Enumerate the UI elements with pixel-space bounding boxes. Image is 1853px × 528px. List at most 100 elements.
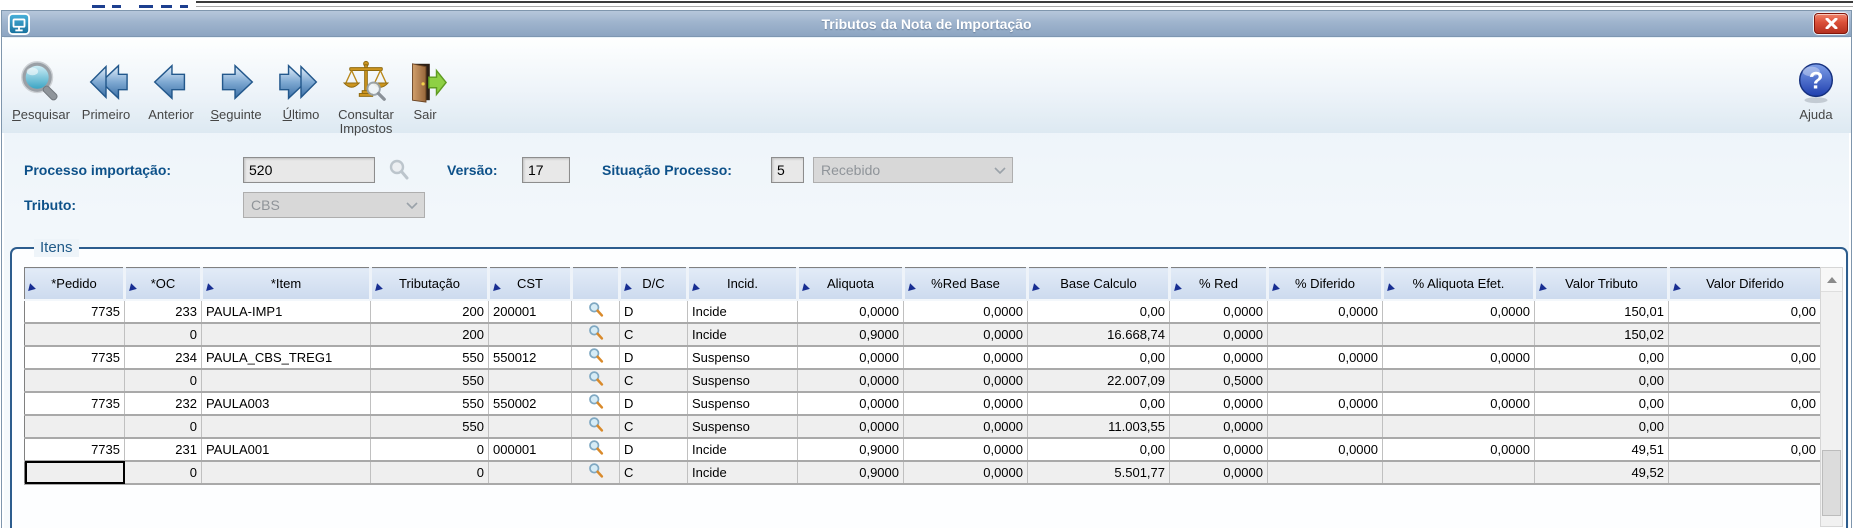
grid-cell[interactable] [488,414,572,439]
table-row[interactable]: 7735 234 PAULA_CBS_TREG1 550 550012 D Suspenso… [24,345,1821,370]
grid-cell[interactable]: 0,00 [1534,414,1669,439]
grid-cell[interactable]: 0,0000 [797,414,904,439]
column-header[interactable]: *Item [201,267,372,301]
grid-cell[interactable]: 49,52 [1534,460,1669,485]
grid-cell[interactable] [1267,460,1383,485]
grid-cell[interactable]: 0,0000 [1169,414,1268,439]
column-header[interactable]: *Pedido [24,267,126,301]
grid-cell[interactable]: C [619,414,688,439]
grid-cell[interactable]: 0,0000 [1169,391,1268,416]
grid-cell[interactable]: 550 [370,345,489,370]
column-header[interactable]: % Diferido [1267,267,1384,301]
grid-cell[interactable]: PAULA_CBS_TREG1 [201,345,371,370]
consultar-impostos-button[interactable]: Consultar Impostos [337,58,395,136]
grid-cell[interactable]: 0,00 [1668,345,1821,370]
grid-cell[interactable]: D [619,345,688,370]
column-header[interactable]: Tributação [370,267,490,301]
ajuda-button[interactable]: ? Ajuda [1793,58,1839,122]
grid-cell[interactable]: 231 [124,437,202,462]
grid-cell[interactable]: 0,00 [1534,391,1669,416]
grid-cell[interactable]: 7735 [24,299,125,324]
grid-cell[interactable]: 0,0000 [797,345,904,370]
grid-cell[interactable]: 0,0000 [903,414,1028,439]
table-row[interactable]: 7735 232 PAULA003 550 550002 D Suspenso 0,0000 0… [24,391,1821,416]
grid-cell[interactable]: 16.668,74 [1027,322,1170,347]
magnifier-icon[interactable] [571,391,620,416]
grid-cell[interactable]: 0,0000 [903,345,1028,370]
grid-cell[interactable]: 0,0000 [1267,391,1383,416]
grid-cell[interactable] [201,368,371,393]
grid-cell[interactable] [488,322,572,347]
grid-cell[interactable]: 200001 [488,299,572,324]
grid-cell[interactable]: 150,02 [1534,322,1669,347]
grid-cell[interactable]: 550 [370,391,489,416]
table-row[interactable]: 7735 231 PAULA001 0 000001 D Incide 0,9000 0,000… [24,437,1821,462]
grid-cell[interactable]: 0,0000 [903,391,1028,416]
grid-cell[interactable] [1382,368,1535,393]
grid-cell[interactable]: 0 [370,460,489,485]
seguinte-button[interactable]: Seguinte [207,58,265,122]
grid-cell[interactable]: 0,00 [1534,368,1669,393]
grid-cell[interactable]: 0,0000 [1267,437,1383,462]
grid-cell[interactable]: 550 [370,368,489,393]
tributo-select[interactable]: CBS [243,192,425,218]
grid-cell[interactable]: 0,0000 [797,368,904,393]
grid-cell[interactable] [1382,414,1535,439]
grid-cell[interactable]: D [619,437,688,462]
situacao-select[interactable]: Recebido [813,157,1013,183]
grid-cell[interactable] [488,460,572,485]
grid-cell[interactable]: 150,01 [1534,299,1669,324]
grid-cell[interactable]: 0,00 [1668,299,1821,324]
situacao-code-input[interactable] [771,157,804,183]
grid-cell[interactable]: Suspenso [687,368,798,393]
grid-cell[interactable]: C [619,460,688,485]
column-header[interactable]: *OC [124,267,203,301]
grid-cell[interactable]: 233 [124,299,202,324]
grid-cell[interactable] [201,322,371,347]
grid-cell[interactable]: 0,00 [1534,345,1669,370]
magnifier-icon[interactable] [571,299,620,324]
magnifier-icon[interactable] [571,437,620,462]
magnifier-icon[interactable] [571,460,620,485]
processo-lookup-icon[interactable] [386,157,412,183]
grid-cell[interactable]: Incide [687,322,798,347]
table-row[interactable]: 0 550 C Suspenso 0,0000 0,0000 22.007,09 0,5000… [24,368,1821,393]
grid-cell[interactable]: 550002 [488,391,572,416]
grid-cell[interactable]: 0,0000 [1267,299,1383,324]
column-header[interactable]: D/C [619,267,689,301]
grid-cell[interactable]: 0,0000 [797,391,904,416]
grid-cell[interactable]: 0,0000 [1382,391,1535,416]
grid-cell[interactable]: 0,0000 [1169,437,1268,462]
grid-cell[interactable]: 49,51 [1534,437,1669,462]
grid-cell[interactable]: Incide [687,437,798,462]
grid-cell[interactable]: 0 [370,437,489,462]
grid-cell[interactable]: 550 [370,414,489,439]
magnifier-icon[interactable] [571,368,620,393]
grid-cell[interactable]: D [619,391,688,416]
grid-cell[interactable]: 0 [124,322,202,347]
grid-cell[interactable] [24,368,125,393]
column-header[interactable]: Valor Tributo [1534,267,1670,301]
column-header[interactable]: % Red [1169,267,1269,301]
column-header[interactable]: Incid. [687,267,799,301]
grid-cell[interactable]: 0,00 [1027,299,1170,324]
grid-cell[interactable]: Suspenso [687,345,798,370]
grid-cell[interactable]: 7735 [24,391,125,416]
grid-cell[interactable]: PAULA-IMP1 [201,299,371,324]
grid-cell[interactable]: 0,00 [1027,391,1170,416]
column-header[interactable]: CST [488,267,573,301]
table-row[interactable]: 0 0 C Incide 0,9000 0,0000 5.501,77 0,0000 49,52 [24,460,1821,485]
grid-cell[interactable]: 0,0000 [1169,299,1268,324]
grid-cell[interactable]: 0,0000 [903,460,1028,485]
pesquisar-button[interactable]: Pesquisar [12,58,70,122]
grid-cell[interactable]: Incide [687,299,798,324]
grid-cell[interactable]: 5.501,77 [1027,460,1170,485]
magnifier-icon[interactable] [571,414,620,439]
grid-cell[interactable]: 0,0000 [1169,345,1268,370]
processo-importacao-input[interactable] [243,157,375,183]
grid-cell[interactable]: Suspenso [687,414,798,439]
grid-cell[interactable] [1382,322,1535,347]
items-grid[interactable]: *Pedido *OC *Item Tributação CST D/C Incid. Ali… [24,267,1821,485]
grid-cell[interactable]: PAULA001 [201,437,371,462]
grid-cell[interactable] [1267,414,1383,439]
